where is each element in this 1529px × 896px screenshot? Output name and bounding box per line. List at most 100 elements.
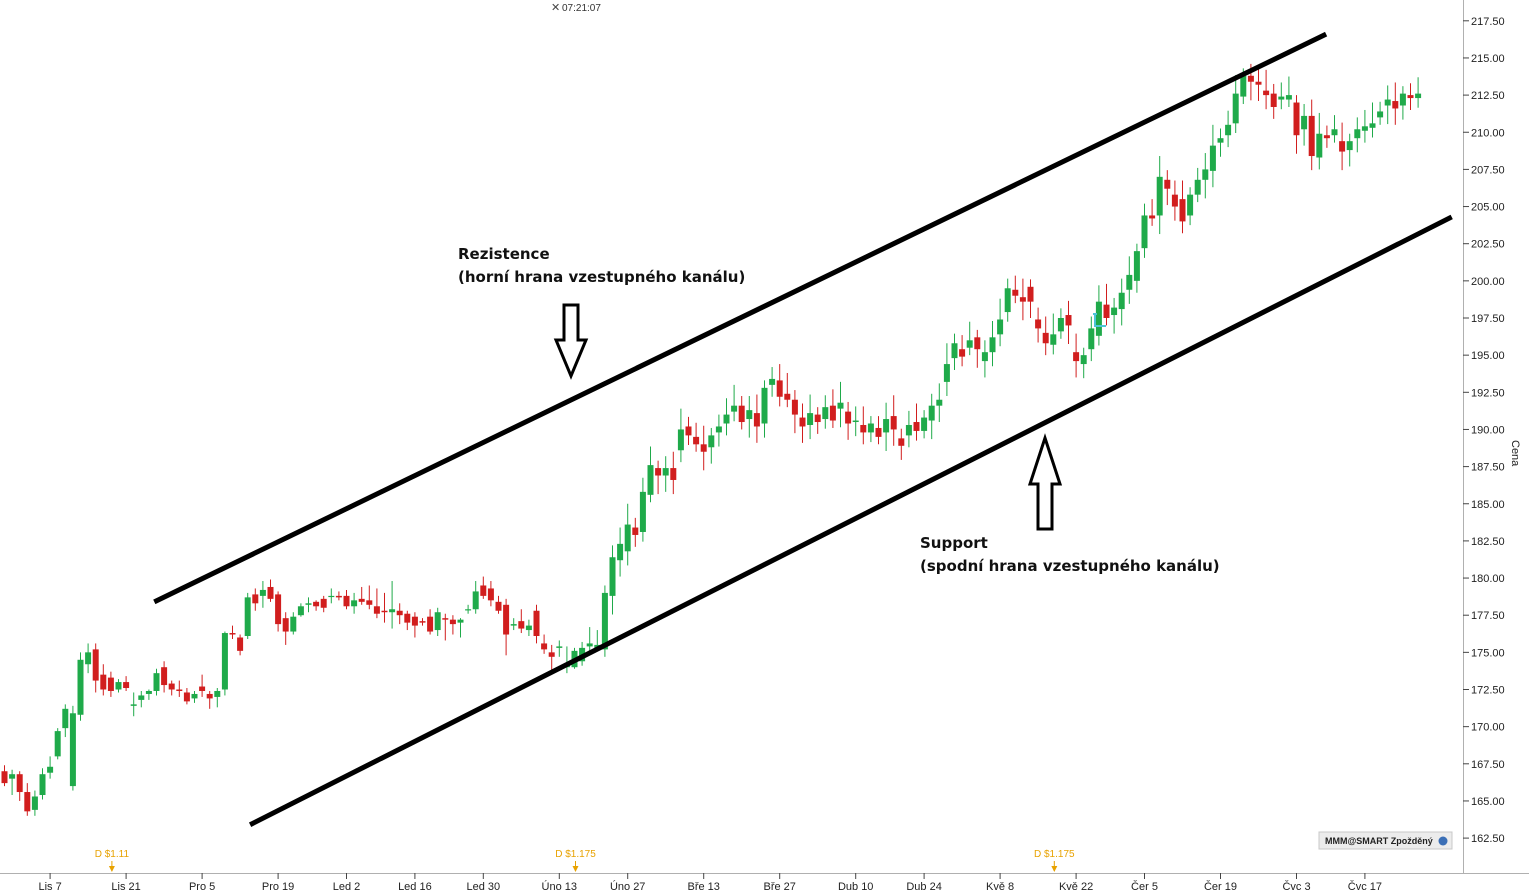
close-icon[interactable]: ✕	[551, 2, 560, 14]
candle-body	[1384, 99, 1391, 106]
candle-body	[335, 595, 342, 598]
candle-body	[1346, 141, 1353, 151]
candle	[624, 503, 631, 566]
candle	[100, 664, 107, 696]
resistance-line[interactable]	[153, 31, 1328, 605]
x-tick-label: Úno 13	[542, 880, 577, 893]
candle	[396, 603, 403, 625]
data-source-badge[interactable]: MMM@SMART Zpožděný	[1318, 831, 1453, 850]
resistance-title: Rezistence	[458, 245, 550, 263]
candle-body	[495, 601, 502, 611]
candle-body	[807, 413, 814, 425]
candle-body	[161, 667, 168, 686]
dividend-marker[interactable]: D $1.11	[95, 849, 130, 872]
candle-body	[617, 543, 624, 561]
candle-body	[31, 796, 38, 810]
candle-body	[1316, 133, 1323, 158]
candle	[1133, 243, 1140, 293]
arrow-down-icon	[572, 866, 579, 872]
candle-body	[510, 624, 517, 626]
y-axis-title: Cena	[1509, 440, 1521, 467]
badge-label: MMM@SMART Zpožděný	[1325, 836, 1433, 846]
candle-body	[791, 399, 798, 415]
candle-body	[100, 674, 107, 690]
candle-body	[259, 589, 266, 596]
candle-body	[206, 693, 213, 699]
x-tick-label: Čer 5	[1131, 880, 1158, 893]
candle	[1407, 83, 1414, 110]
candle	[1111, 297, 1118, 334]
candle-body	[313, 601, 320, 607]
candle-body	[503, 604, 510, 635]
candle-body	[1171, 194, 1178, 207]
candle	[677, 408, 684, 463]
candle-body	[1202, 169, 1209, 180]
candle	[161, 661, 168, 693]
dividend-markers: D $1.11 D $1.175 D $1.175	[95, 849, 1075, 872]
y-tick-label: 170.00	[1471, 722, 1505, 734]
candle	[1073, 333, 1080, 378]
candle	[943, 343, 950, 397]
y-tick-label: 167.50	[1471, 759, 1505, 771]
candle-body	[639, 491, 646, 532]
candle	[328, 588, 335, 604]
dividend-marker[interactable]: D $1.175	[1034, 849, 1075, 872]
arrow-down-icon	[108, 866, 115, 872]
candle-body	[799, 417, 806, 427]
candle	[1149, 199, 1156, 226]
candle-body	[1187, 194, 1194, 216]
dividend-marker[interactable]: D $1.175	[555, 849, 596, 872]
candle	[700, 425, 707, 471]
support-line[interactable]	[248, 214, 1453, 827]
candle	[1194, 167, 1201, 203]
candle-body	[1308, 115, 1315, 157]
candle	[586, 627, 593, 651]
candle	[434, 607, 441, 637]
candle-body	[351, 600, 358, 607]
candle	[837, 381, 844, 428]
candle-body	[731, 405, 738, 412]
candle	[875, 416, 882, 445]
candle-body	[1179, 199, 1186, 222]
candle	[77, 652, 84, 721]
candle	[465, 604, 472, 614]
candle	[974, 329, 981, 368]
candle	[1285, 76, 1292, 107]
candle	[746, 396, 753, 438]
candle-body	[974, 337, 981, 350]
candle	[829, 389, 836, 428]
candle-body	[449, 619, 456, 625]
candle-body	[252, 594, 259, 604]
event-marker[interactable]	[1093, 313, 1106, 327]
candle-body	[480, 585, 487, 596]
y-tick-label: 162.50	[1471, 833, 1505, 845]
candle-body	[761, 387, 768, 424]
candle-body	[24, 792, 31, 812]
candle-body	[715, 426, 722, 433]
candle-body	[1194, 179, 1201, 195]
candle	[1384, 85, 1391, 125]
candle	[411, 612, 418, 638]
candle	[541, 634, 548, 654]
candle-body	[632, 527, 639, 535]
candle	[39, 768, 46, 800]
candle	[693, 422, 700, 452]
candle-body	[1004, 288, 1011, 313]
dividend-label: D $1.175	[1034, 849, 1075, 860]
x-tick-label: Čer 19	[1204, 880, 1237, 893]
candle	[708, 427, 715, 464]
candle-body	[199, 686, 206, 691]
candle	[69, 705, 76, 791]
candle	[989, 320, 996, 367]
y-tick-label: 192.50	[1471, 387, 1505, 399]
candle	[784, 372, 791, 408]
globe-icon	[1438, 836, 1448, 846]
candle	[959, 335, 966, 367]
candle	[343, 589, 350, 610]
arrow-down-icon	[553, 303, 589, 380]
candle-body	[1247, 75, 1254, 82]
candle-body	[1407, 95, 1414, 99]
candle-body	[898, 438, 905, 446]
candle	[1369, 102, 1376, 138]
candle-body	[62, 708, 69, 729]
